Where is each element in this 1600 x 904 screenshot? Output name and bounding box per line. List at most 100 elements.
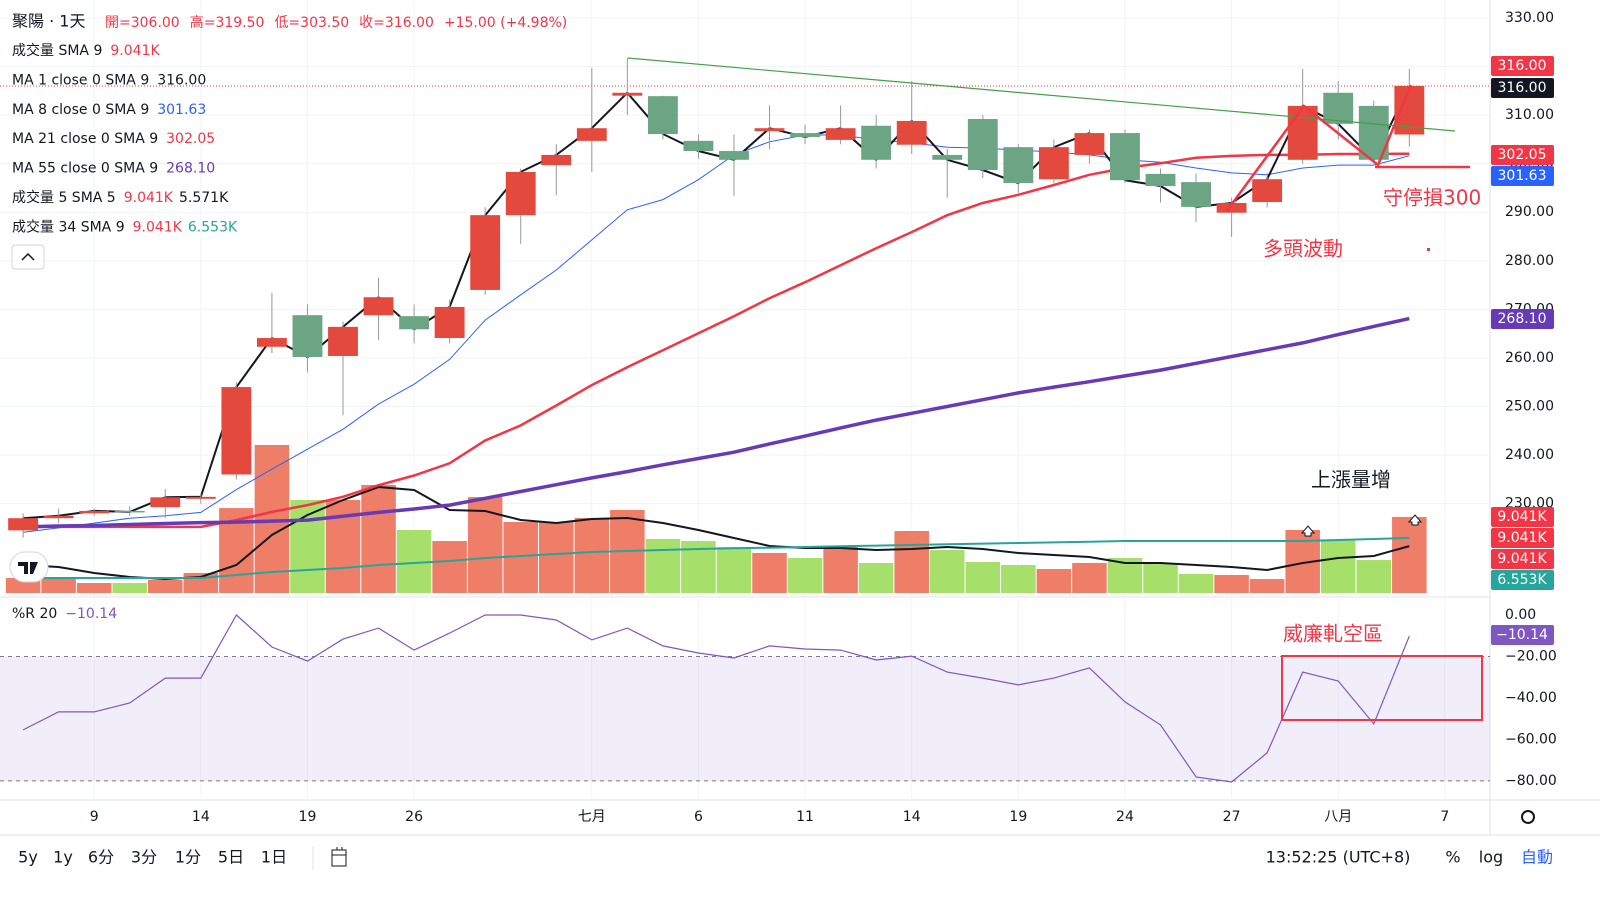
legend-value: 9.041K xyxy=(133,219,183,235)
x-tick-label: 9 xyxy=(90,809,99,825)
legend-name: 成交量 5 SMA 5 xyxy=(12,189,116,206)
collapse-button[interactable] xyxy=(11,244,45,270)
x-tick-label: 八月 xyxy=(1324,809,1352,825)
y-tick-label: 240.00 xyxy=(1505,447,1554,463)
wr-band xyxy=(0,656,1490,781)
candle-body xyxy=(1038,147,1069,180)
x-tick-label: 7 xyxy=(1440,809,1449,825)
wr-line xyxy=(22,614,1410,783)
range-button[interactable]: 5y xyxy=(18,848,38,867)
candle-body xyxy=(363,297,394,316)
volume-bar xyxy=(1143,563,1178,593)
x-tick-label: 14 xyxy=(192,809,210,825)
x-tick-label: 19 xyxy=(1009,809,1027,825)
volume-ma-line xyxy=(23,485,1410,581)
volume-bar xyxy=(76,582,112,593)
candle-body xyxy=(328,326,358,356)
price-label-box xyxy=(1491,56,1554,76)
candle-body xyxy=(719,151,749,160)
ohlc-label: 開=306.00 xyxy=(105,15,180,31)
volume-bar xyxy=(574,517,610,593)
x-tick-label: 七月 xyxy=(578,809,606,825)
candle-body xyxy=(790,133,820,137)
volume-bar xyxy=(1178,573,1214,593)
toolbar: 5y 1y 6分 3分 1分 5日 1日 13:52:25 (UTC+8)% log 自動 xyxy=(18,810,1553,870)
x-tick-label: 27 xyxy=(1223,809,1241,825)
calendar-icon[interactable] xyxy=(331,847,347,867)
legend-name: MA 8 close 0 SMA 9 xyxy=(12,102,149,118)
candle-body xyxy=(256,338,287,347)
x-tick-label: 26 xyxy=(405,809,423,825)
volume-bar xyxy=(716,546,752,593)
legend-value: 9.041K xyxy=(110,43,160,59)
volume-bar xyxy=(787,558,823,593)
candle-body xyxy=(541,154,572,166)
price-label-box xyxy=(1491,528,1554,548)
logo-mark xyxy=(18,562,38,574)
legend-value: 9.041K xyxy=(124,190,174,206)
volume-bar xyxy=(1392,516,1427,593)
wr-name: %R 20 xyxy=(12,606,57,622)
price-label: 9.041K xyxy=(1497,509,1547,525)
collapse-box[interactable] xyxy=(11,244,45,270)
ohlc-label: +15.00 (+4.98%) xyxy=(444,15,567,31)
collapse-icon xyxy=(21,252,35,261)
squeeze-box xyxy=(1281,655,1483,721)
legend-value: 5.571K xyxy=(179,190,229,206)
ma-line xyxy=(23,134,1410,533)
clock: 13:52:25 (UTC+8) xyxy=(1266,848,1411,867)
legend-value: 302.05 xyxy=(166,131,215,147)
y-tick-label: 310.00 xyxy=(1505,107,1554,123)
wr-tick-label: −80.00 xyxy=(1505,773,1557,789)
ma-line xyxy=(23,152,1410,529)
volume-ma-line xyxy=(23,536,1410,579)
wr-tick-label: −60.00 xyxy=(1505,731,1557,747)
logo xyxy=(9,551,49,583)
price-label-box xyxy=(1491,570,1554,590)
range-button[interactable]: 6分 xyxy=(88,848,114,867)
candle-body xyxy=(292,315,323,357)
candle-body xyxy=(1145,173,1176,187)
candle-body xyxy=(861,125,892,160)
settings-icon[interactable] xyxy=(1521,810,1535,824)
range-button[interactable]: 1y xyxy=(53,848,73,867)
legend: 聚陽 · 1天 開=306.00 高=319.50 低=303.50 收=316.00 +… xyxy=(12,12,567,623)
volume-bar xyxy=(1249,579,1285,593)
candle-body xyxy=(576,128,607,141)
wr-tick-label: −40.00 xyxy=(1505,690,1557,706)
range-button[interactable]: 1日 xyxy=(261,848,287,867)
price-label-box xyxy=(1491,549,1554,569)
wr-tick-label: 0.00 xyxy=(1505,607,1536,623)
price-label: −10.14 xyxy=(1496,627,1548,643)
x-tick-label: 11 xyxy=(796,809,814,825)
x-tick-label: 6 xyxy=(694,809,703,825)
range-button[interactable]: 1分 xyxy=(175,848,201,867)
range-button[interactable]: 3分 xyxy=(131,848,157,867)
volume-bar xyxy=(112,582,148,593)
scale-option[interactable]: 自動 xyxy=(1521,848,1553,867)
scale-option[interactable]: % xyxy=(1445,848,1460,867)
zigzag xyxy=(1224,84,1413,213)
candle-body xyxy=(150,497,181,508)
scale-option[interactable]: log xyxy=(1479,848,1503,867)
candle-body xyxy=(1074,133,1105,155)
volume-bar xyxy=(858,562,894,593)
price-label: 268.10 xyxy=(1498,311,1547,327)
ohlc-label: 高=319.50 xyxy=(190,14,265,31)
price-pane xyxy=(0,57,1490,538)
arrow-icon xyxy=(1407,514,1423,526)
volume-bar xyxy=(1001,564,1036,593)
volume-bar xyxy=(41,578,76,593)
candle-body xyxy=(825,128,856,140)
candle-body xyxy=(754,128,785,132)
x-tick-label: 19 xyxy=(299,809,317,825)
price-label-box xyxy=(1491,309,1554,329)
legend-name: MA 21 close 0 SMA 9 xyxy=(12,131,158,147)
range-button[interactable]: 5日 xyxy=(218,848,244,867)
price-label-box xyxy=(1491,166,1554,186)
volume-bar xyxy=(148,579,183,593)
volume-bar xyxy=(894,531,929,593)
